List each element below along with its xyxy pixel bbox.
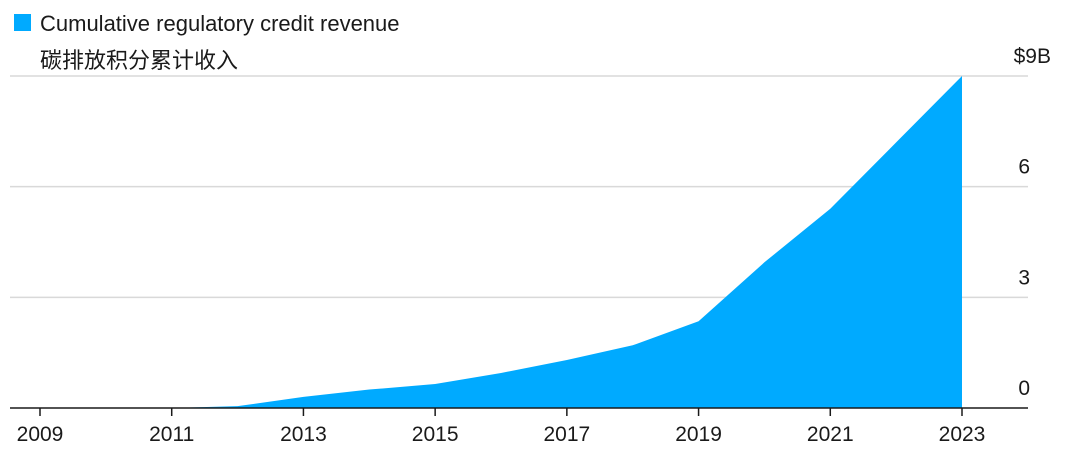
x-tick-label-2013: 2013: [280, 423, 327, 446]
series-area-0: [40, 76, 962, 408]
legend-label-zh: 碳排放积分累计收入: [40, 49, 238, 74]
series-area-layer: [40, 76, 962, 408]
x-tick-label-2019: 2019: [675, 423, 722, 446]
y-tick-label-3: 3: [1018, 266, 1030, 289]
x-tick-label-2011: 2011: [149, 423, 194, 446]
legend-swatch: [14, 14, 31, 31]
x-tick-label-2015: 2015: [412, 423, 459, 446]
y-tick-label-0: 0: [1018, 377, 1030, 400]
x-tick-label-2017: 2017: [543, 423, 590, 446]
x-tick-label-2021: 2021: [807, 423, 854, 446]
x-tick-label-2023: 2023: [939, 423, 986, 446]
legend-label: Cumulative regulatory credit revenue: [40, 11, 400, 36]
y-tick-label-9: $9B: [1014, 45, 1051, 68]
x-tick-label-2009: 2009: [17, 423, 64, 446]
y-tick-label-6: 6: [1018, 156, 1030, 179]
y-axis: 0 3 6 $9B: [1014, 45, 1051, 400]
legend: Cumulative regulatory credit revenue 碳排放…: [14, 11, 400, 74]
x-axis: 2009 2011 2013 2015 2017 2019 2021 2023: [10, 407, 1028, 446]
